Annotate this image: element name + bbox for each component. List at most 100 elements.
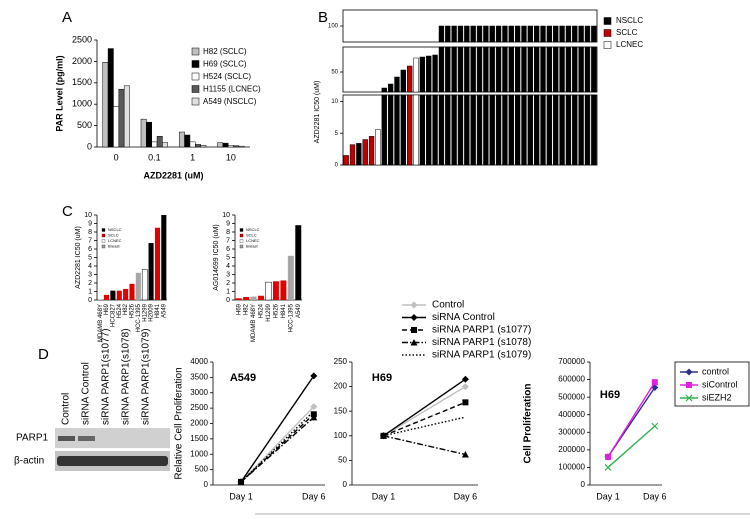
- y-tick-label: 600000: [558, 375, 585, 384]
- y-tick-label: 1500: [190, 434, 208, 443]
- y-tick-label: 5: [226, 254, 230, 261]
- line: [607, 425, 656, 468]
- bar-piece: [559, 46, 565, 93]
- bar: [116, 290, 122, 300]
- bar-piece: [584, 46, 591, 93]
- line: [240, 410, 315, 483]
- x-tick-label: H69: [236, 303, 242, 315]
- x-tick-label: H841: [281, 303, 287, 318]
- bar: [200, 145, 207, 148]
- bar: [343, 155, 349, 166]
- bar: [591, 25, 597, 166]
- y-tick-label: 2000: [72, 56, 92, 66]
- bar-piece: [464, 46, 470, 93]
- y-tick-label: 1500: [72, 77, 92, 87]
- bar: [151, 141, 158, 148]
- y-axis-label: AG014699 IC50 (uM): [213, 224, 220, 291]
- y-tick-label: 0: [581, 480, 586, 489]
- y-tick-label: 100: [328, 24, 339, 30]
- y-tick-label: 7: [226, 237, 230, 244]
- y-tick-label: 3: [226, 271, 230, 278]
- y-tick-label: 400000: [558, 410, 585, 419]
- x-tick-label: H69: [104, 303, 110, 315]
- bar-piece: [451, 25, 457, 43]
- bar-piece: [438, 94, 445, 166]
- bar-piece: [508, 94, 514, 166]
- legend-label: H69 (SCLC): [203, 60, 247, 69]
- x-axis-label: AZD2281 (uM): [143, 170, 203, 180]
- legend-label: H1155 (LCNEC): [203, 85, 261, 94]
- bar: [250, 296, 257, 300]
- y-tick-label: 4: [226, 263, 230, 270]
- bar: [565, 25, 572, 166]
- bar-piece: [413, 57, 419, 93]
- y-tick-label: 500000: [558, 392, 585, 401]
- y-axis-label: PAR Level (pg/ml): [54, 55, 64, 131]
- bar: [508, 25, 514, 166]
- x-tick-label: A549: [296, 303, 302, 318]
- marker: [310, 372, 318, 380]
- chart-title: A549: [230, 372, 256, 384]
- bar-piece: [419, 56, 426, 93]
- bar: [146, 121, 152, 148]
- panel-label: B: [318, 9, 328, 26]
- x-tick-label: H524: [259, 303, 265, 318]
- x-tick-label: H1299: [266, 303, 272, 321]
- bar: [521, 25, 527, 166]
- legend-label: H524 (SCLC): [203, 72, 251, 81]
- legend-label: A549 (NSCLC): [203, 97, 257, 106]
- y-tick-label: 300000: [558, 427, 585, 436]
- y-tick-label: 3500: [190, 372, 208, 381]
- bar: [387, 83, 394, 166]
- bar: [195, 144, 201, 148]
- bar: [295, 225, 302, 300]
- y-tick-label: 7: [88, 237, 92, 244]
- bar: [368, 136, 375, 166]
- bar-piece: [349, 144, 356, 166]
- x-tick-label: Day 1: [372, 491, 396, 501]
- y-tick-label: 4: [88, 263, 92, 270]
- bar-piece: [368, 136, 375, 166]
- chart-title: H69: [600, 389, 620, 401]
- bar: [184, 134, 191, 148]
- bar-piece: [553, 25, 559, 43]
- x-tick-label: Day 1: [596, 491, 620, 501]
- legend-swatch: [191, 60, 200, 68]
- y-axis-label: AZD2281 IC50 (uM): [314, 81, 321, 144]
- bar: [527, 25, 533, 166]
- legend-swatch: [603, 41, 612, 49]
- legend-label: Breast: [246, 244, 258, 249]
- y-tick-label: 50: [338, 456, 347, 465]
- legend-marker: [411, 327, 417, 333]
- legend-swatch: [191, 97, 200, 106]
- bar-piece: [438, 25, 445, 43]
- legend-swatch: [603, 29, 612, 37]
- y-tick-label: 9: [226, 220, 230, 227]
- lane-label: siRNA PARP1(s1079): [141, 328, 152, 425]
- bar: [540, 25, 546, 166]
- bar-piece: [407, 94, 413, 166]
- legend-swatch: [239, 239, 244, 243]
- marker: [461, 375, 469, 383]
- y-tick-label: 100: [334, 431, 348, 440]
- x-tick-label: H1299: [142, 303, 148, 321]
- bar: [413, 57, 419, 166]
- y-tick-label: 0: [343, 480, 348, 489]
- legend-label: siRNA PARP1 (s1078): [432, 337, 531, 348]
- bar: [118, 88, 125, 148]
- bar: [534, 25, 540, 166]
- bar-piece: [553, 46, 559, 93]
- bar-piece: [578, 46, 584, 93]
- bar: [141, 269, 148, 301]
- bar-piece: [470, 25, 476, 43]
- y-axis-label: Relative Cell Proliferation: [174, 367, 185, 479]
- bar: [470, 25, 476, 166]
- legend-label: SCLC: [246, 233, 257, 238]
- y-tick-label: 200000: [558, 445, 585, 454]
- bar: [559, 25, 565, 166]
- bar-piece: [578, 25, 584, 43]
- bar: [129, 283, 135, 300]
- bar: [110, 290, 116, 300]
- x-tick-label: 10: [226, 152, 236, 162]
